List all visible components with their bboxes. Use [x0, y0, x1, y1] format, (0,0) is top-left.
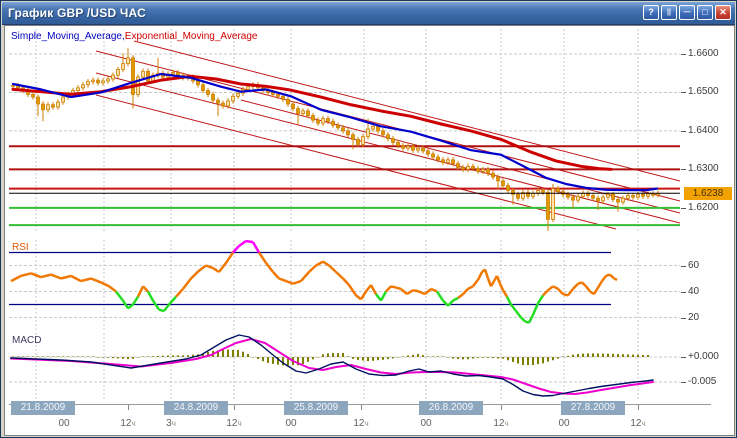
time-axis-label: 12ч	[226, 418, 242, 429]
macd-axis-tick	[681, 382, 686, 383]
sma-legend-label: Simple_Moving_Average,	[11, 31, 125, 42]
time-axis-label: 3ч	[166, 418, 176, 429]
ema-legend-label: Exponential_Moving_Average	[124, 31, 258, 42]
macd-label: MACD	[12, 335, 42, 346]
time-axis-label: 00	[420, 418, 432, 429]
rsi-axis-label: 60	[688, 259, 700, 271]
time-axis-label: 12ч	[353, 418, 369, 429]
price-axis-tick	[681, 130, 686, 132]
title-bar[interactable]: График GBP /USD ЧАС ? || — □ ✕	[2, 2, 735, 25]
price-axis-label: 1.6300	[688, 163, 719, 175]
date-badge: 27.8.2009	[561, 401, 625, 415]
time-axis-line	[9, 404, 711, 405]
price-axis-tick	[681, 169, 686, 171]
date-badge: 25.8.2009	[284, 401, 348, 415]
date-badge: 26.8.2009	[419, 401, 483, 415]
maximize-icon[interactable]: □	[697, 5, 713, 20]
rsi-axis-tick	[681, 291, 686, 293]
time-axis-tick	[234, 405, 235, 410]
rsi-label: RSI	[12, 242, 29, 253]
time-axis-label: 12ч	[493, 418, 509, 429]
time-axis-label: 00	[58, 418, 70, 429]
ma-legend: Simple_Moving_Average,Exponential_Moving…	[11, 31, 257, 42]
rsi-axis-tick	[681, 265, 686, 267]
help-icon[interactable]: ?	[643, 5, 659, 20]
price-axis-label: 1.6400	[688, 124, 719, 136]
date-badge: 21.8.2009	[11, 401, 75, 415]
time-axis-tick	[638, 405, 639, 410]
macd-axis-label: -0.005	[688, 376, 717, 387]
time-axis-tick	[361, 405, 362, 410]
time-axis-label: 12ч	[120, 418, 136, 429]
rsi-axis-label: 40	[688, 285, 700, 297]
time-axis-label: 00	[285, 418, 297, 429]
time-axis-tick	[501, 405, 502, 410]
price-axis-label: 1.6600	[688, 48, 719, 59]
price-axis-tick	[681, 54, 686, 55]
window-title: График GBP /USD ЧАС	[8, 6, 146, 20]
current-price-tag: 1.6238	[684, 187, 732, 200]
macd-axis-tick	[681, 357, 686, 358]
time-axis-label: 00	[558, 418, 570, 429]
rsi-axis-label: 20	[688, 311, 700, 323]
window-controls: ? || — □ ✕	[643, 5, 731, 20]
price-axis-label: 1.6200	[688, 201, 719, 213]
close-icon[interactable]: ✕	[715, 5, 731, 20]
time-axis-tick	[128, 405, 129, 410]
date-badge: 24.8.2009	[164, 401, 228, 415]
time-axis-label: 12ч	[630, 418, 646, 429]
pause-icon[interactable]: ||	[661, 5, 677, 20]
price-axis-tick	[681, 92, 686, 94]
price-axis-label: 1.6500	[688, 86, 719, 98]
main-price-plot[interactable]	[9, 29, 680, 232]
macd-indicator-plot[interactable]	[9, 333, 680, 401]
rsi-indicator-plot[interactable]	[9, 240, 680, 331]
macd-axis-label: +0.000	[688, 351, 719, 362]
rsi-axis-tick	[681, 317, 686, 319]
price-axis-tick	[681, 207, 686, 209]
minimize-icon[interactable]: —	[679, 5, 695, 20]
